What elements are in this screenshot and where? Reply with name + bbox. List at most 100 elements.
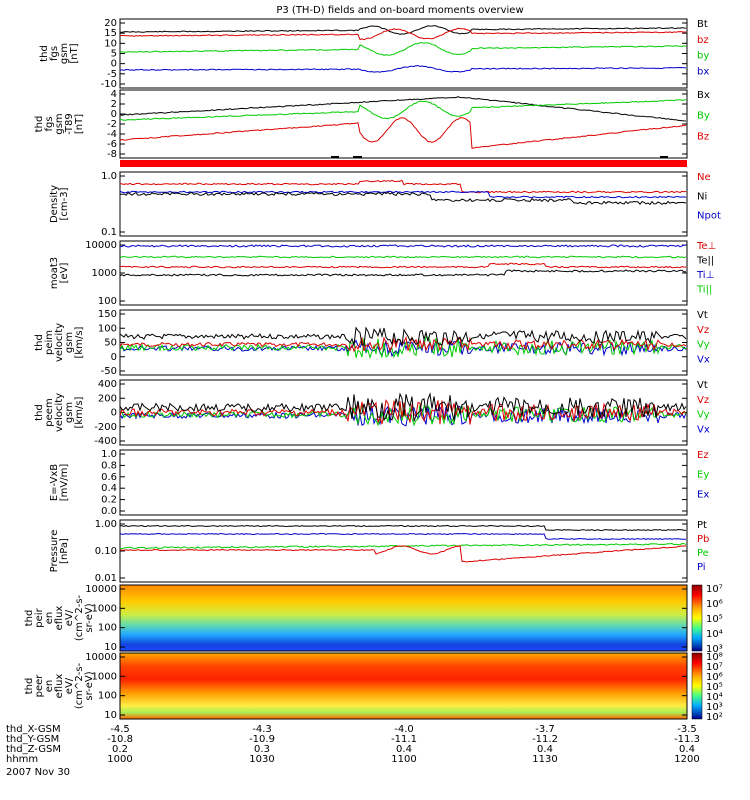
y-tick-label: 100 <box>98 691 117 702</box>
x-tick-value: -4.3 <box>252 724 272 735</box>
colorbar-label: 10³ <box>706 644 723 655</box>
y-tick-label: 10000 <box>85 584 117 595</box>
x-tick-value: -4.5 <box>110 724 130 735</box>
y-axis-label: peir <box>34 607 45 627</box>
y-axis-label: eV/ <box>64 677 75 694</box>
legend-entry: Ni <box>697 191 707 202</box>
series-line-red <box>120 27 687 41</box>
y-tick-label: 1000 <box>92 603 117 614</box>
x-tick-value: 0.4 <box>537 744 553 755</box>
colorbar <box>691 584 703 652</box>
y-axis-label: (cm^2-s- <box>74 662 85 709</box>
legend-entry: Ti⊥ <box>696 270 714 281</box>
panel-fgs_dsl: 420-2-4-6-8 thd fgs gsm -T89 [nT] Bx By Bz <box>34 89 710 160</box>
legend-entry: Ez <box>697 450 709 461</box>
series-line-black <box>119 191 687 206</box>
legend-entry: Bx <box>697 90 710 101</box>
legend-entry: bx <box>697 66 709 77</box>
x-tick-value: -11.2 <box>532 734 558 745</box>
y-axis-label: sr-eV) <box>84 671 95 700</box>
y-tick-label: 50 <box>104 338 117 349</box>
y-tick-label: -400 <box>94 436 117 447</box>
x-tick-value: 1030 <box>249 754 274 765</box>
legend-entry: Pi <box>697 562 706 573</box>
y-tick-label: 0 <box>111 59 117 70</box>
y-tick-label: -5 <box>107 69 117 80</box>
x-tick-value: 1100 <box>391 754 416 765</box>
y-tick-label: 0.4 <box>101 483 117 494</box>
legend-entry: Te⊥ <box>696 241 716 252</box>
x-tick-value: -10.9 <box>249 734 275 745</box>
x-tick-value: 0.3 <box>254 744 270 755</box>
y-tick-label: 10 <box>104 38 117 49</box>
y-axis-label: en <box>44 680 55 693</box>
panel-pressure: 1.00 0.10 0.01 Pressure [nPa] Pt Pb Pe Pi <box>49 519 709 584</box>
x-tick-value: 1200 <box>674 754 699 765</box>
panel-ivel: 150 100 50 0 -50 thd peim velocity gsm [km/s] Vt Vz… <box>34 309 710 377</box>
x-tick-value: -3.5 <box>677 724 697 735</box>
series-line-black <box>119 326 687 346</box>
x-tick-value: 1000 <box>107 754 132 765</box>
y-axis-label: [mV/m] <box>59 464 70 502</box>
legend-entry: by <box>697 51 709 62</box>
legend-entry: Ex <box>697 489 709 500</box>
y-tick-label: 1000 <box>92 671 117 682</box>
panel-ispec: 10⁷ 10⁶ 10⁵ 10⁴ 10³ 10000 1000 100 10 thd peir en ef… <box>24 584 723 655</box>
series-line-red <box>119 179 687 194</box>
series-line-green <box>119 42 687 56</box>
y-tick-label: 0.01 <box>95 573 117 584</box>
y-tick-label: -8 <box>107 149 117 160</box>
y-tick-label: 1.00 <box>95 519 117 530</box>
series-line-black <box>119 524 687 532</box>
x-tick-value: -3.7 <box>535 724 555 735</box>
y-tick-label: -200 <box>94 422 117 433</box>
series-line-black <box>119 392 687 422</box>
y-tick-label: 0 <box>111 109 117 120</box>
colorbar-label: 10³ <box>706 702 723 713</box>
y-tick-label: 100 <box>98 623 117 634</box>
series-line-red <box>119 117 687 149</box>
series-line-green <box>119 404 687 427</box>
legend-entry: Vy <box>697 340 710 351</box>
y-tick-label: 15 <box>104 28 117 39</box>
series-line-blue <box>119 405 687 427</box>
series-line-black <box>119 25 687 35</box>
panel-frame <box>119 449 688 516</box>
y-tick-label: 150 <box>98 309 117 320</box>
x-row-label: thd_Z-GSM <box>6 744 61 755</box>
y-axis-label: E=-VxB <box>49 464 60 501</box>
panel-temp: 10000 1000 100 moat3 [eV] Te⊥ Te|| Ti⊥ Ti|| <box>49 240 716 307</box>
legend-entry: Ne <box>697 172 711 183</box>
series-line-green <box>119 99 687 121</box>
y-axis-label: gsm <box>64 402 75 423</box>
legend-entry: Vt <box>697 380 708 391</box>
spectrogram <box>120 585 687 651</box>
panel-frame <box>119 240 688 306</box>
y-axis-label: thd <box>34 404 45 421</box>
legend-entry: Bt <box>697 19 708 30</box>
y-tick-label: 10000 <box>85 240 117 251</box>
y-tick-label: 0.0 <box>101 506 117 517</box>
y-axis-label: peem <box>44 398 55 426</box>
x-row-label: hhmm <box>6 754 38 765</box>
legend-entry: Vt <box>697 310 708 321</box>
y-axis-label: [nT] <box>69 43 80 63</box>
y-axis-label: thd <box>34 116 45 133</box>
y-axis-label: peim <box>44 330 55 355</box>
colorbar-label: 10⁸ <box>706 652 723 663</box>
colorbar-label: 10⁶ <box>706 599 723 610</box>
y-axis-label: fgs <box>49 46 60 61</box>
y-tick-label: 20 <box>104 18 117 29</box>
y-axis-label: [cm-3] <box>59 187 70 220</box>
colorbar <box>691 652 703 720</box>
y-axis-label: [nPa] <box>59 538 70 564</box>
legend-entry: Pe <box>697 548 709 559</box>
x-tick-value: 0.4 <box>679 744 695 755</box>
y-axis-label: gsm <box>59 43 70 64</box>
series-line-green <box>119 255 687 259</box>
legend-entry: Pb <box>697 534 709 545</box>
y-tick-label: 200 <box>98 393 117 404</box>
legend-entry: Bz <box>697 131 709 142</box>
